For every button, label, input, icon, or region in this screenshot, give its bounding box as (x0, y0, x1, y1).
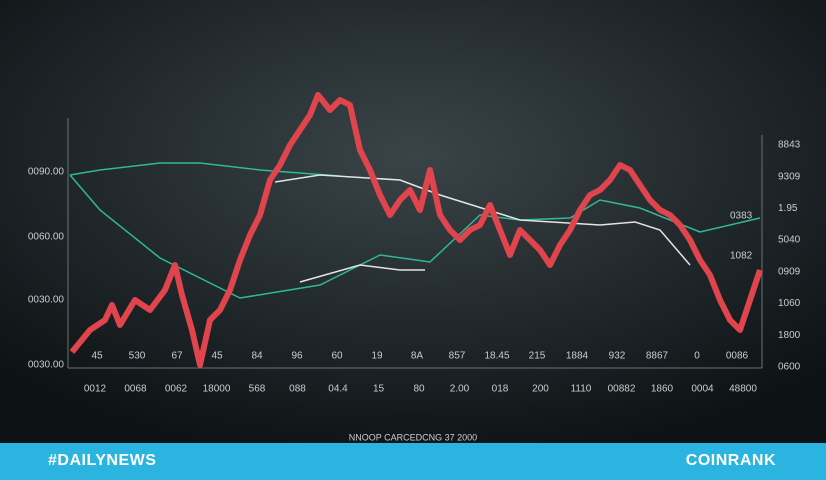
banner-left: #DAILYNEWS (48, 452, 157, 469)
x-label: 018 (492, 384, 509, 395)
banner-right: COINRANK (685, 452, 776, 469)
left-axis-label: 0060.00 (28, 232, 65, 243)
x-label: 200 (532, 384, 549, 395)
right-axis-label: 0909 (778, 266, 801, 277)
x-label: 15 (373, 384, 385, 395)
x-label: 857 (449, 351, 466, 362)
x-label: 1110 (571, 384, 592, 395)
x-label: 48800 (729, 384, 757, 395)
left-axis-label: 0030.00 (28, 360, 65, 371)
white-line (299, 264, 425, 283)
x-label: 84 (251, 351, 263, 362)
right-axis-label: 1800 (778, 330, 801, 341)
x-label: 45 (91, 351, 103, 362)
right-axis-label: 5040 (778, 235, 801, 246)
x-label: 18000 (203, 384, 231, 395)
x-label: 8A (411, 351, 424, 362)
x-label: 568 (249, 384, 266, 395)
red-line (69, 92, 763, 368)
background (0, 0, 826, 443)
left-axis-label: 0030.00 (28, 295, 65, 306)
x-label: 530 (129, 351, 146, 362)
white-line (274, 174, 691, 266)
x-label: 2.00 (450, 384, 470, 395)
x-label: 088 (289, 384, 306, 395)
axes (67, 118, 763, 369)
x-label: 45 (211, 351, 223, 362)
x-label: 1860 (651, 384, 674, 395)
x-label: 96 (291, 351, 303, 362)
x-label: 0062 (165, 384, 188, 395)
chart-image: 0090.00 0060.00 0030.00 0030.00 8843 9309 1.95… (0, 0, 826, 443)
x-label: 80 (413, 384, 425, 395)
annotation: 0383 (730, 211, 753, 222)
banner: #DAILYNEWS COINRANK (0, 443, 826, 480)
x-label: 0068 (124, 384, 147, 395)
right-axis-label: 1060 (778, 298, 801, 309)
x-label: 1884 (566, 351, 589, 362)
right-axis-label: 1.95 (778, 203, 798, 214)
x-label: 215 (529, 351, 546, 362)
right-axis-label: 8843 (778, 140, 801, 151)
left-axis-label: 0090.00 (28, 167, 65, 178)
x-label: 04.4 (328, 384, 348, 395)
x-label: 60 (331, 351, 343, 362)
right-axis-label: 9309 (778, 171, 801, 182)
x-label: 932 (609, 351, 626, 362)
x-label: 0004 (691, 384, 714, 395)
annotation: 1082 (730, 251, 753, 262)
x-label: 19 (371, 351, 383, 362)
x-label: 0012 (84, 384, 107, 395)
x-label: 00882 (608, 384, 636, 395)
x-label: 0 (694, 351, 700, 362)
right-axis-label: 0600 (778, 362, 801, 373)
caption: NNOOP CARCEDCNG 37 2000 (349, 432, 477, 442)
x-label: 18.45 (484, 351, 509, 362)
x-label: 0086 (726, 351, 749, 362)
x-label: 8867 (646, 351, 669, 362)
x-label: 67 (171, 351, 183, 362)
